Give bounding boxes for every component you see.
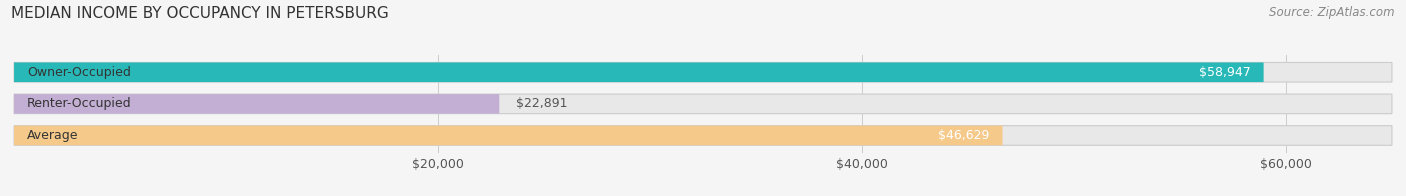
Text: Owner-Occupied: Owner-Occupied bbox=[27, 66, 131, 79]
Text: $22,891: $22,891 bbox=[516, 97, 568, 110]
Text: $46,629: $46,629 bbox=[938, 129, 990, 142]
Text: $58,947: $58,947 bbox=[1199, 66, 1251, 79]
FancyBboxPatch shape bbox=[14, 94, 1392, 114]
Text: Source: ZipAtlas.com: Source: ZipAtlas.com bbox=[1270, 6, 1395, 19]
FancyBboxPatch shape bbox=[14, 126, 1002, 145]
FancyBboxPatch shape bbox=[14, 63, 1392, 82]
FancyBboxPatch shape bbox=[14, 63, 1264, 82]
Text: Average: Average bbox=[27, 129, 79, 142]
Text: MEDIAN INCOME BY OCCUPANCY IN PETERSBURG: MEDIAN INCOME BY OCCUPANCY IN PETERSBURG bbox=[11, 6, 389, 21]
FancyBboxPatch shape bbox=[14, 126, 1392, 145]
Text: Renter-Occupied: Renter-Occupied bbox=[27, 97, 131, 110]
FancyBboxPatch shape bbox=[14, 94, 499, 114]
